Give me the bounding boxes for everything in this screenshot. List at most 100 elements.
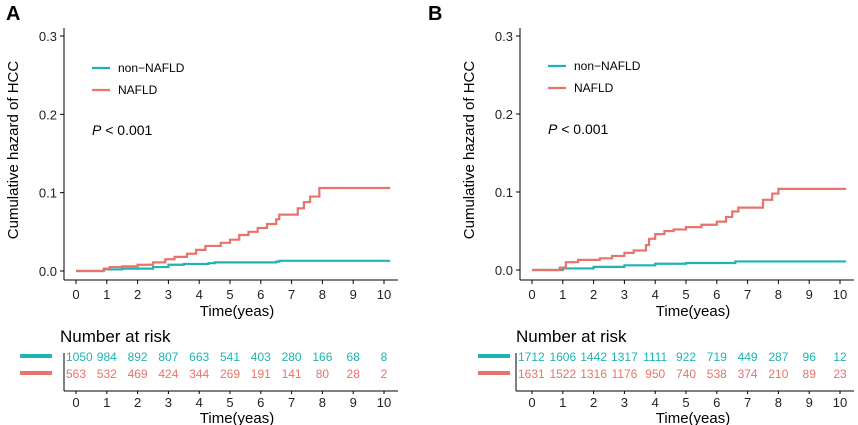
risk-count: 280: [282, 350, 302, 364]
x-tick-label: 0: [528, 287, 535, 302]
risk-x-tick-label: 5: [682, 395, 689, 410]
risk-table-x-label: Time(yeas): [200, 410, 274, 425]
x-tick-label: 2: [134, 287, 141, 302]
series-line-nafld: [532, 187, 847, 272]
y-tick-label: 0.0: [495, 263, 513, 278]
y-tick-label: 0.2: [495, 107, 513, 122]
p-value-text: < 0.001: [101, 122, 152, 138]
risk-x-tick-label: 5: [226, 395, 233, 410]
panel-b: B0.00.10.20.30 1 2 3 4 5 6 7 8 9 10Time(yeas)Cumul…: [428, 3, 854, 425]
p-symbol: P: [548, 121, 558, 137]
risk-count: 1176: [611, 367, 637, 381]
x-tick-label: 0: [72, 287, 79, 302]
risk-table-title: Number at risk: [60, 327, 171, 346]
x-tick-label: 9: [806, 287, 813, 302]
risk-x-tick-label: 3: [621, 395, 628, 410]
risk-count: 1522: [549, 367, 576, 381]
p-symbol: P: [92, 122, 102, 138]
risk-x-tick-label: 2: [134, 395, 141, 410]
risk-table-title: Number at risk: [516, 327, 627, 346]
risk-count: 538: [707, 367, 727, 381]
risk-count: 1712: [518, 350, 545, 364]
risk-count: 541: [220, 350, 240, 364]
x-tick-label: 6: [713, 287, 720, 302]
risk-count: 1111: [643, 350, 667, 364]
risk-count: 191: [251, 367, 271, 381]
x-tick-label: 8: [319, 287, 326, 302]
risk-count: 449: [738, 350, 758, 364]
panel-a: A0.00.10.20.30 1 2 3 4 5 6 7 8 9 10Time(yeas)Cumul…: [5, 3, 398, 425]
risk-x-tick-label: 2: [590, 395, 597, 410]
risk-count: 663: [189, 350, 209, 364]
panel-label: A: [6, 3, 20, 25]
risk-x-tick-label: 1: [559, 395, 566, 410]
risk-count: 892: [128, 350, 148, 364]
x-axis-label: Time(yeas): [656, 303, 730, 320]
y-tick-label: 0.3: [495, 29, 513, 44]
risk-x-tick-label: 9: [350, 395, 357, 410]
legend-label-non-nafld: non−NAFLD: [574, 59, 641, 73]
risk-count: 96: [803, 350, 817, 364]
risk-count: 374: [738, 367, 758, 381]
risk-count: 68: [347, 350, 361, 364]
risk-x-tick-label: 0: [528, 395, 535, 410]
risk-x-tick-label: 9: [806, 395, 813, 410]
risk-count: 1316: [580, 367, 607, 381]
risk-count: 469: [128, 367, 148, 381]
risk-x-tick-label: 4: [652, 395, 659, 410]
risk-count: 719: [707, 350, 727, 364]
risk-count: 1050: [66, 350, 93, 364]
y-axis-label: Cumulative hazard of HCC: [461, 61, 478, 240]
x-tick-label: 3: [621, 287, 628, 302]
risk-count: 922: [676, 350, 696, 364]
x-tick-label: 10: [377, 287, 391, 302]
risk-count: 2: [381, 367, 388, 381]
series-line-nafld: [76, 186, 391, 273]
risk-count: 12: [833, 350, 847, 364]
x-tick-label: 2: [590, 287, 597, 302]
x-tick-label: 4: [652, 287, 659, 302]
risk-x-tick-label: 1: [103, 395, 110, 410]
risk-x-tick-label: 6: [257, 395, 264, 410]
x-tick-label: 5: [226, 287, 233, 302]
x-tick-label: 1: [103, 287, 110, 302]
risk-count: 532: [97, 367, 117, 381]
x-tick-label: 5: [682, 287, 689, 302]
risk-x-tick-label: 3: [165, 395, 172, 410]
risk-x-tick-label: 8: [319, 395, 326, 410]
risk-x-tick-label: 6: [713, 395, 720, 410]
x-tick-label: 7: [288, 287, 295, 302]
risk-count: 424: [158, 367, 178, 381]
risk-count: 80: [316, 367, 330, 381]
risk-x-tick-label: 7: [744, 395, 751, 410]
risk-count: 344: [189, 367, 209, 381]
legend-label-nafld: NAFLD: [118, 83, 158, 97]
risk-count: 23: [833, 367, 847, 381]
legend-label-non-nafld: non−NAFLD: [118, 61, 185, 75]
risk-count: 28: [347, 367, 361, 381]
series-line-non-nafld: [532, 260, 847, 272]
y-tick-label: 0.0: [39, 264, 57, 279]
risk-x-tick-label: 8: [775, 395, 782, 410]
x-axis-label: Time(yeas): [200, 303, 274, 320]
x-tick-label: 1: [559, 287, 566, 302]
risk-count: 269: [220, 367, 240, 381]
y-tick-label: 0.1: [39, 186, 57, 201]
risk-count: 1317: [611, 350, 638, 364]
risk-x-tick-label: 7: [288, 395, 295, 410]
risk-table-x-label: Time(yeas): [656, 410, 730, 425]
risk-count: 166: [312, 350, 332, 364]
x-tick-label: 10: [833, 287, 847, 302]
risk-x-tick-label: 10: [833, 395, 847, 410]
risk-count: 8: [381, 350, 388, 364]
risk-x-tick-label: 10: [377, 395, 391, 410]
panel-label: B: [428, 3, 442, 25]
p-value-annotation: P < 0.001: [92, 122, 153, 138]
risk-count: 403: [251, 350, 271, 364]
risk-count: 1442: [580, 350, 607, 364]
risk-count: 141: [282, 367, 302, 381]
risk-count: 563: [66, 367, 86, 381]
y-tick-label: 0.1: [495, 185, 513, 200]
legend-label-nafld: NAFLD: [574, 81, 614, 95]
